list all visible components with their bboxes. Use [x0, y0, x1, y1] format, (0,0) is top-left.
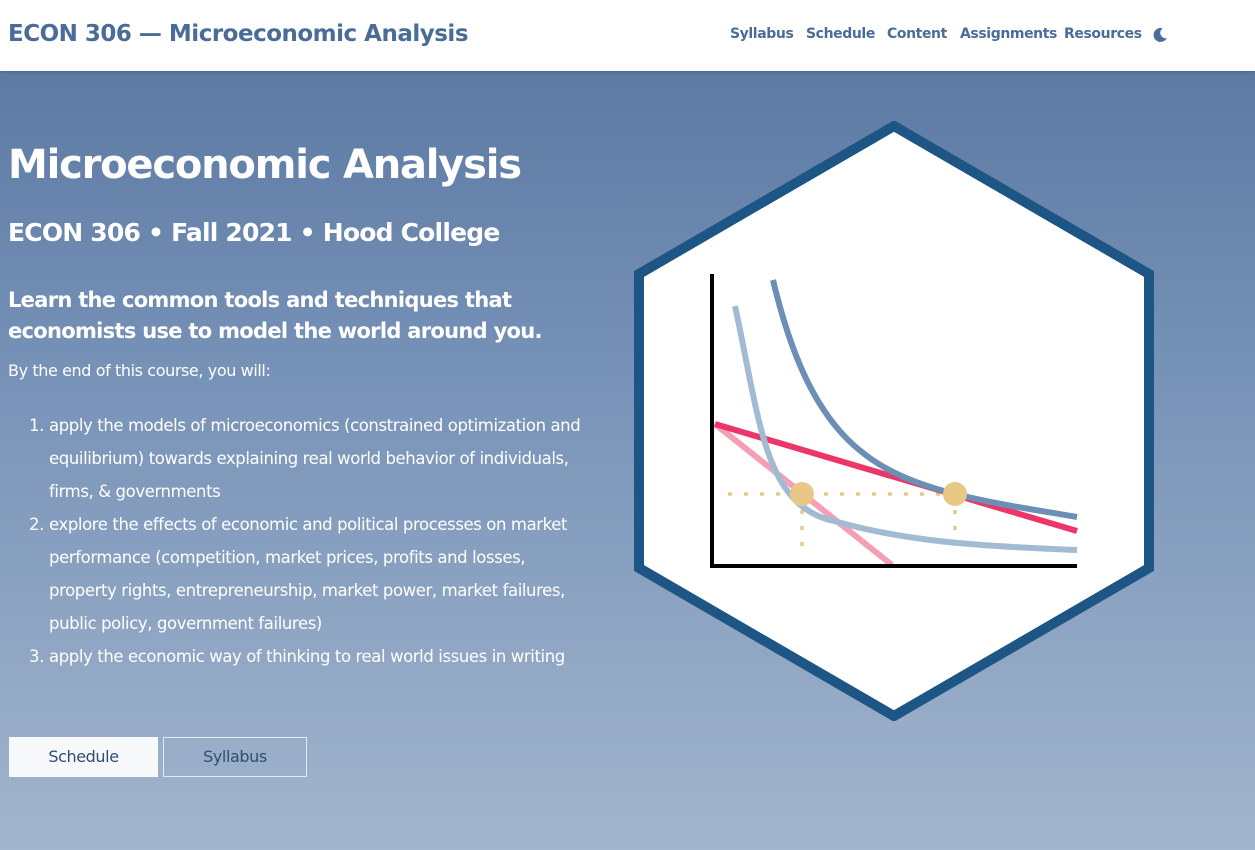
chart-illustration [710, 274, 1078, 568]
goal-number: 3. [29, 647, 44, 666]
nav-link-resources[interactable]: Resources [1064, 26, 1142, 42]
schedule-button[interactable]: Schedule [9, 737, 158, 777]
learning-goal: 2. explore the effects of economic and p… [8, 508, 583, 640]
syllabus-button[interactable]: Syllabus [163, 737, 307, 777]
hero-title: Microeconomic Analysis [8, 142, 522, 188]
goal-text: apply the models of microeconomics (cons… [49, 416, 581, 501]
goal-text: explore the effects of economic and poli… [49, 515, 568, 633]
goals-intro: By the end of this course, you will: [8, 361, 271, 380]
learning-goals-list: 1. apply the models of microeconomics (c… [8, 409, 583, 673]
indifference-curve-hex-logo [634, 121, 1154, 721]
nav-links: Syllabus Schedule Content Assignments Re… [0, 26, 1255, 50]
hexagon-frame [634, 121, 1154, 721]
navbar: ECON 306 — Microeconomic Analysis Syllab… [0, 0, 1255, 71]
nav-link-assignments[interactable]: Assignments [960, 26, 1057, 42]
nav-link-content[interactable]: Content [887, 26, 947, 42]
learning-goal: 3. apply the economic way of thinking to… [8, 640, 583, 673]
tangency-point [790, 482, 814, 506]
hero-subtitle: ECON 306 • Fall 2021 • Hood College [8, 218, 500, 247]
learning-goal: 1. apply the models of microeconomics (c… [8, 409, 583, 508]
site-brand[interactable]: ECON 306 — Microeconomic Analysis [8, 21, 469, 47]
goal-number: 2. [29, 515, 44, 534]
hero-tagline: Learn the common tools and techniques th… [8, 288, 543, 343]
goal-text: apply the economic way of thinking to re… [49, 647, 565, 666]
moon-icon[interactable] [1152, 27, 1168, 43]
nav-link-schedule[interactable]: Schedule [806, 26, 875, 42]
tangency-point [943, 482, 967, 506]
goal-number: 1. [29, 416, 44, 435]
nav-link-syllabus[interactable]: Syllabus [730, 26, 794, 42]
